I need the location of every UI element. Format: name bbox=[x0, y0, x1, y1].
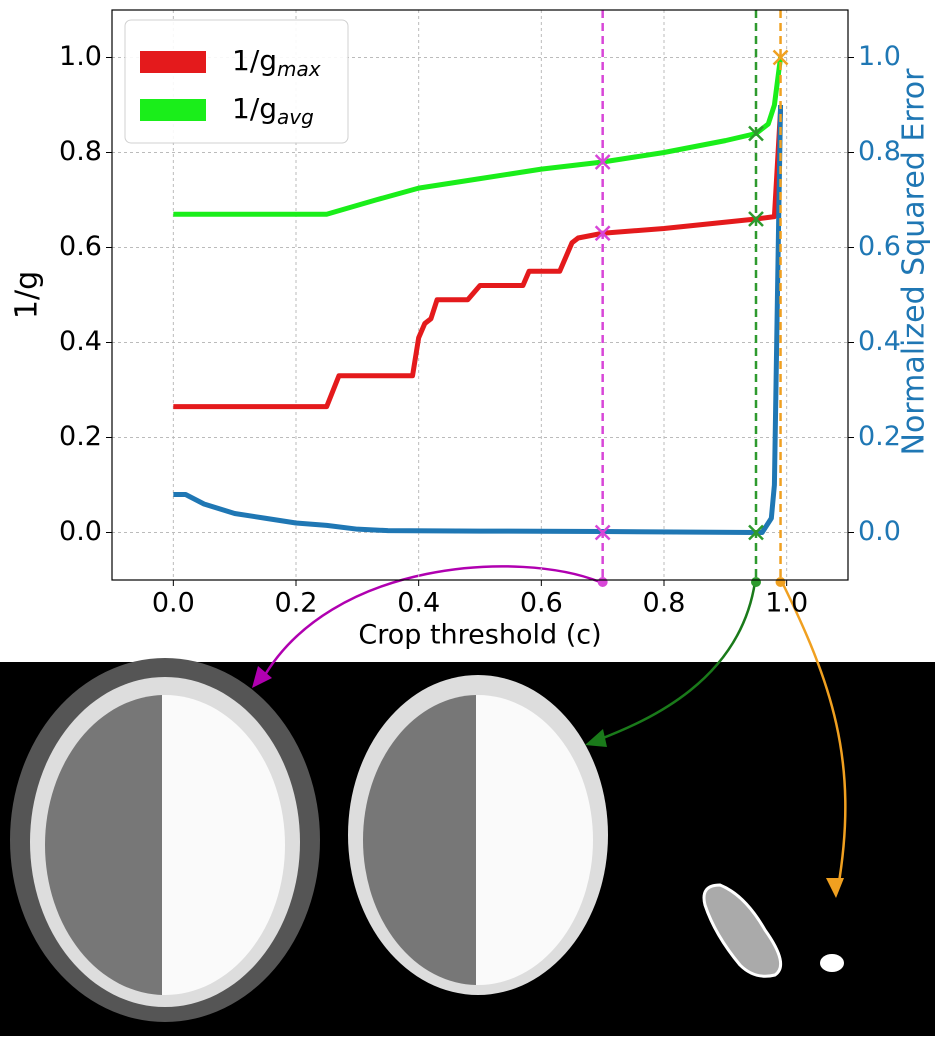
brain-tissue bbox=[45, 695, 162, 995]
y2-tick-label: 0.6 bbox=[858, 231, 901, 262]
x-tick-label: 0.2 bbox=[275, 588, 318, 619]
y2-tick-label: 1.0 bbox=[858, 41, 901, 72]
brain-fragment bbox=[820, 954, 844, 972]
legend-swatch bbox=[140, 99, 206, 121]
plot: 0.0 0.2 0.4 0.6 0.8 1.0 0.0 0.2 0.4 0.6 0.8 1.0 0.0 0… bbox=[59, 9, 901, 619]
y2-axis-label: Normalized Squared Error bbox=[897, 68, 932, 456]
threshold-dot bbox=[775, 577, 786, 587]
brain-tissue bbox=[476, 695, 593, 985]
arrow bbox=[260, 565, 601, 681]
legend-label: 1/gavg bbox=[232, 92, 314, 129]
y-tick-label: 0.2 bbox=[59, 421, 102, 452]
legend-label: 1/gmax bbox=[232, 44, 321, 81]
arrow bbox=[780, 581, 847, 889]
y-tick-label: 0.6 bbox=[59, 231, 102, 262]
x-tick-label: 1.0 bbox=[765, 588, 808, 619]
arrows bbox=[252, 565, 847, 898]
threshold-marker bbox=[594, 154, 611, 170]
brain-tissue bbox=[162, 695, 285, 995]
y-tick-label: 0.4 bbox=[59, 326, 102, 357]
threshold-marker bbox=[748, 125, 764, 142]
brain-fragment bbox=[702, 883, 783, 978]
y-tick-label: 1.0 bbox=[59, 41, 102, 72]
threshold-marker bbox=[594, 524, 611, 541]
legend-subscript: max bbox=[277, 57, 321, 81]
threshold-dot bbox=[751, 577, 761, 587]
y-tick-label: 0.0 bbox=[59, 516, 102, 547]
threshold-marker bbox=[772, 49, 789, 66]
y2-tick-label: 0.8 bbox=[858, 136, 901, 167]
x-tick-label: 0.8 bbox=[643, 588, 686, 619]
threshold-marker bbox=[748, 524, 764, 541]
y2-tick-label: 0.0 bbox=[858, 516, 901, 547]
threshold-dot bbox=[597, 577, 608, 587]
legend-name: 1/g bbox=[232, 92, 277, 125]
threshold-marker bbox=[594, 225, 611, 242]
x-tick-label: 0.4 bbox=[397, 588, 440, 619]
legend-name: 1/g bbox=[232, 44, 277, 77]
y-axis-label: 1/g bbox=[10, 271, 45, 319]
series-line bbox=[173, 109, 784, 410]
y2-tick-label: 0.2 bbox=[858, 421, 901, 452]
x-axis-label: Crop threshold (c) bbox=[358, 620, 601, 651]
legend-swatch bbox=[140, 51, 206, 73]
plot-frame bbox=[111, 9, 849, 581]
legend-subscript: avg bbox=[277, 105, 314, 129]
y-tick-label: 0.8 bbox=[59, 136, 102, 167]
arrow-head bbox=[252, 666, 272, 688]
arrow bbox=[597, 581, 757, 742]
series-line bbox=[173, 104, 784, 535]
x-tick-label: 0.6 bbox=[520, 588, 563, 619]
brain-tissue bbox=[363, 695, 476, 985]
x-tick-label: 0.0 bbox=[152, 588, 195, 619]
threshold-marker bbox=[748, 211, 764, 227]
brain-images bbox=[10, 658, 844, 1022]
arrow-head bbox=[826, 878, 844, 898]
arrow-head bbox=[585, 729, 607, 747]
y2-tick-label: 0.4 bbox=[858, 326, 901, 357]
